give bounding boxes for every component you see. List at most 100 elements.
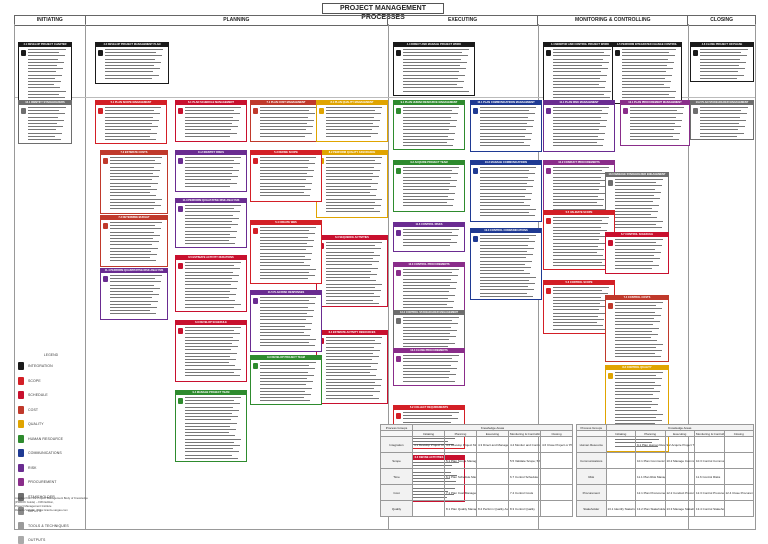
process-color-icon — [693, 108, 698, 114]
process-item-line — [480, 142, 524, 144]
process-item-line — [553, 176, 601, 178]
process-item-line — [403, 77, 458, 79]
process-item-line — [110, 222, 162, 223]
matrix-cell — [412, 468, 445, 485]
process-item-line — [28, 126, 63, 128]
process-item-line — [403, 205, 453, 207]
process-item-line — [553, 189, 599, 191]
process-item-line — [480, 276, 536, 278]
process-item-line — [553, 202, 597, 204]
process-card: 12.2 CONDUCT PROCUREMENTS — [543, 160, 615, 214]
process-card: 6.4 ESTIMATE ACTIVITY RESOURCES — [316, 330, 388, 404]
process-item-line — [105, 132, 157, 134]
process-item-line — [622, 87, 670, 89]
process-item-line — [185, 221, 232, 222]
process-item-line — [480, 199, 531, 200]
process-item-line — [185, 265, 234, 267]
process-item-line — [615, 267, 652, 269]
process-item-line — [260, 126, 313, 128]
process-item-line — [110, 297, 152, 299]
process-item-line — [615, 372, 663, 373]
process-item-line — [326, 211, 380, 213]
process-item-line — [28, 123, 57, 124]
process-color-icon — [546, 218, 551, 224]
process-item-line — [105, 116, 153, 118]
process-item-line — [553, 81, 606, 82]
process-item-line — [326, 362, 378, 364]
process-item-line — [260, 384, 306, 386]
process-item-line — [630, 135, 673, 137]
process-item-line — [185, 290, 230, 292]
process-card-title: 6.3 SEQUENCE ACTIVITIES — [317, 236, 387, 240]
process-color-icon — [21, 50, 26, 56]
process-item-line — [185, 400, 234, 402]
process-item-line — [185, 110, 234, 112]
legend-title: LEGEND — [43, 353, 59, 357]
process-item-line — [480, 110, 529, 112]
process-item-line — [260, 192, 304, 194]
process-item-line — [553, 183, 600, 184]
process-item-line — [326, 185, 371, 187]
process-item-line — [28, 116, 58, 118]
process-item-line — [480, 195, 525, 197]
process-item-line — [403, 291, 449, 293]
process-item-line — [615, 217, 657, 219]
process-item-line — [553, 119, 607, 121]
process-color-icon — [473, 108, 478, 114]
process-item-line — [615, 337, 651, 339]
process-item-line — [615, 413, 663, 415]
process-card-title: 10.3 CONTROL COMMUNICATIONS — [471, 229, 541, 233]
process-item-line — [553, 226, 601, 228]
process-item-line — [480, 139, 531, 140]
process-item-line — [622, 65, 667, 66]
process-item-line — [110, 284, 154, 286]
process-item-line — [553, 123, 600, 124]
process-item-line — [326, 195, 376, 197]
process-item-line — [403, 307, 453, 309]
process-color-icon — [98, 108, 103, 114]
process-item-line — [622, 97, 675, 98]
process-item-line — [185, 268, 240, 270]
matrix-row-area: Communications — [576, 452, 607, 469]
process-item-line — [185, 185, 230, 187]
process-item-line — [615, 245, 662, 247]
process-item-line — [260, 233, 315, 235]
process-item-line — [28, 58, 58, 60]
process-card-title: 10.1 PLAN COMMUNICATIONS MANAGEMENT — [471, 101, 541, 105]
process-item-line — [615, 343, 663, 345]
process-item-line — [403, 55, 468, 57]
process-item-line — [553, 208, 609, 210]
legend-item: TOOLS & TECHNIQUES — [14, 519, 88, 534]
process-item-line — [403, 377, 449, 379]
process-color-icon — [103, 158, 108, 164]
process-item-line — [553, 315, 598, 317]
page-title: PROJECT MANAGEMENT PROCESSES — [322, 3, 444, 21]
process-item-line — [553, 87, 605, 89]
process-item-line — [615, 375, 656, 377]
process-item-line — [553, 299, 607, 301]
process-item-line — [110, 260, 156, 262]
process-card: 9.4 MANAGE PROJECT TEAM — [175, 390, 247, 462]
process-item-line — [110, 300, 158, 302]
process-item-line — [185, 135, 230, 137]
process-item-line — [260, 278, 308, 280]
process-card-title: 4.5 PERFORM INTEGRATED CHANGE CONTROL — [613, 43, 681, 47]
process-item-line — [622, 55, 675, 57]
process-card-title: 4.3 DIRECT AND MANAGE PROJECT WORK — [394, 43, 474, 47]
matrix-row-area: Scope — [380, 452, 413, 469]
process-item-line — [185, 224, 238, 226]
matrix-row: Cost 7.1 Plan Cost Management; 7.2 Estima… — [380, 484, 573, 501]
process-item-line — [185, 409, 239, 411]
process-item-line — [28, 129, 56, 131]
process-item-line — [110, 244, 152, 246]
process-item-line — [105, 119, 159, 121]
process-item-line — [622, 71, 666, 73]
process-item-line — [553, 90, 611, 92]
process-item-line — [260, 189, 311, 190]
process-card: 7.2 ESTIMATE COSTS — [100, 150, 168, 214]
process-item-line — [28, 93, 59, 95]
source-note-line: Adapted from the Project Management Body… — [15, 496, 88, 504]
process-item-line — [185, 349, 231, 351]
process-item-line — [260, 335, 310, 337]
process-item-line — [403, 119, 457, 121]
